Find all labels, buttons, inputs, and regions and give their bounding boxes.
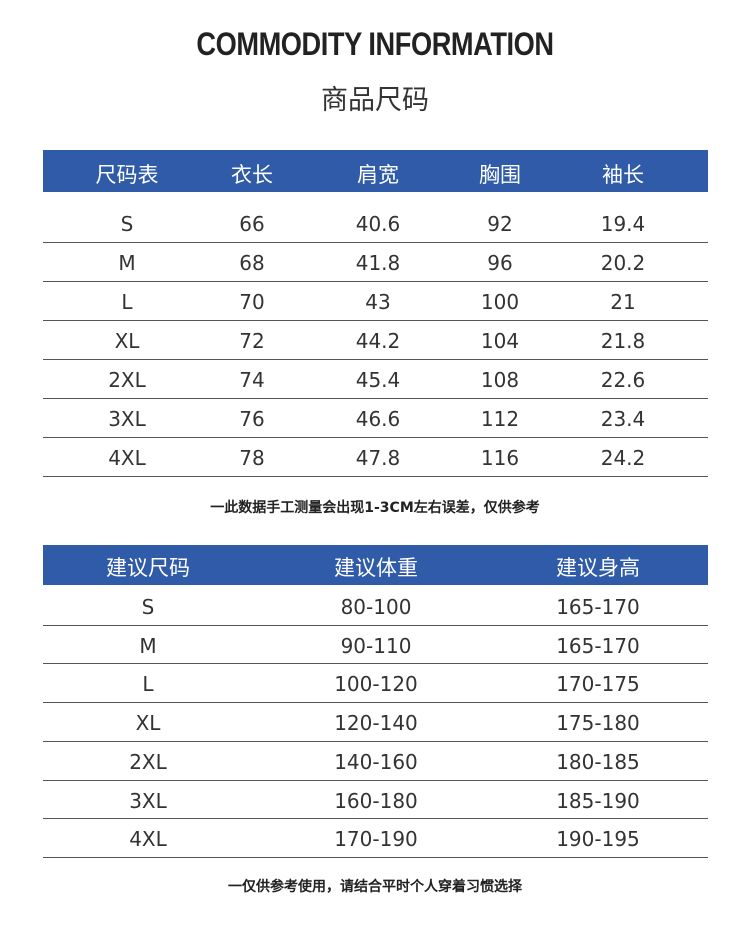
- cell: 185-190: [556, 788, 640, 813]
- cell: 2XL: [129, 749, 167, 774]
- row-divider: [43, 437, 708, 438]
- cell: 100: [480, 290, 520, 314]
- cell: 108: [480, 368, 520, 392]
- cell: 40.6: [355, 212, 401, 236]
- row-divider: [43, 740, 708, 742]
- cell: 72: [239, 329, 265, 353]
- header-cell: 胸围: [479, 163, 521, 187]
- header-cell: 袖长: [602, 163, 644, 187]
- header-cell: 衣长: [231, 163, 273, 187]
- cell: L: [142, 672, 154, 697]
- header-cell: 肩宽: [357, 163, 399, 187]
- cell: 116: [480, 446, 520, 470]
- cell: 165-170: [556, 633, 640, 658]
- row-divider: [43, 702, 708, 704]
- cell: 20.2: [600, 251, 646, 275]
- cell: 44.2: [355, 329, 401, 353]
- cell: 76: [239, 407, 265, 431]
- header-cell: 尺码表: [95, 163, 159, 187]
- subtitle: 商品尺码: [321, 85, 429, 116]
- cell: 92: [487, 212, 513, 236]
- cell: 100-120: [334, 672, 418, 697]
- row-divider: [43, 359, 708, 360]
- cell: 170-190: [334, 827, 418, 852]
- cell: 22.6: [600, 368, 646, 392]
- cell: 190-195: [556, 827, 640, 852]
- table2-header-bar: [43, 545, 708, 585]
- cell: 47.8: [355, 446, 401, 470]
- row-divider: [43, 320, 708, 321]
- cell: 41.8: [355, 251, 401, 275]
- cell: 70: [239, 290, 265, 314]
- cell: 80-100: [340, 595, 412, 619]
- cell: 78: [239, 446, 265, 470]
- cell: 120-140: [334, 711, 418, 736]
- cell: XL: [114, 329, 140, 353]
- cell: 43: [365, 290, 391, 314]
- cell: 90-110: [340, 633, 412, 658]
- row-divider: [43, 281, 708, 282]
- cell: 74: [239, 368, 265, 392]
- cell: 23.4: [600, 407, 646, 431]
- table1-note: 一此数据手工测量会出现1-3CM左右误差，仅供参考: [210, 500, 540, 516]
- cell: 68: [239, 251, 265, 275]
- cell: M: [118, 251, 136, 275]
- row-divider: [43, 242, 708, 243]
- header-cell: 建议身高: [556, 556, 640, 580]
- cell: 66: [239, 212, 265, 236]
- cell: S: [120, 212, 134, 236]
- cell: 24.2: [600, 446, 646, 470]
- cell: 21: [610, 290, 636, 314]
- cell: 104: [480, 329, 520, 353]
- cell: 3XL: [108, 407, 146, 431]
- cell: 46.6: [355, 407, 401, 431]
- table1-header-bar: [43, 150, 708, 192]
- cell: 170-175: [556, 672, 640, 697]
- title: COMMODITY INFORMATION: [196, 26, 554, 62]
- header-cell: 建议体重: [334, 556, 418, 580]
- row-divider: [43, 398, 708, 399]
- cell: 3XL: [129, 788, 167, 813]
- row-divider: [43, 624, 708, 626]
- cell: 4XL: [108, 446, 146, 470]
- cell: S: [141, 595, 155, 619]
- cell: XL: [135, 711, 161, 736]
- cell: 4XL: [129, 827, 167, 852]
- row-divider: [43, 663, 708, 665]
- row-divider: [43, 779, 708, 781]
- cell: 21.8: [600, 329, 646, 353]
- cell: 160-180: [334, 788, 418, 813]
- cell: 175-180: [556, 711, 640, 736]
- cell: 112: [480, 407, 520, 431]
- cell: 165-170: [556, 595, 640, 619]
- cell: M: [139, 633, 157, 658]
- cell: 180-185: [556, 749, 640, 774]
- cell: L: [121, 290, 133, 314]
- row-divider: [43, 476, 708, 477]
- cell: 140-160: [334, 749, 418, 774]
- cell: 96: [487, 251, 513, 275]
- cell: 19.4: [600, 212, 646, 236]
- row-divider: [43, 856, 708, 858]
- cell: 2XL: [108, 368, 146, 392]
- cell: 45.4: [355, 368, 401, 392]
- table2-note: 一仅供参考使用，请结合平时个人穿着习惯选择: [228, 879, 522, 895]
- row-divider: [43, 818, 708, 820]
- header-cell: 建议尺码: [106, 556, 190, 580]
